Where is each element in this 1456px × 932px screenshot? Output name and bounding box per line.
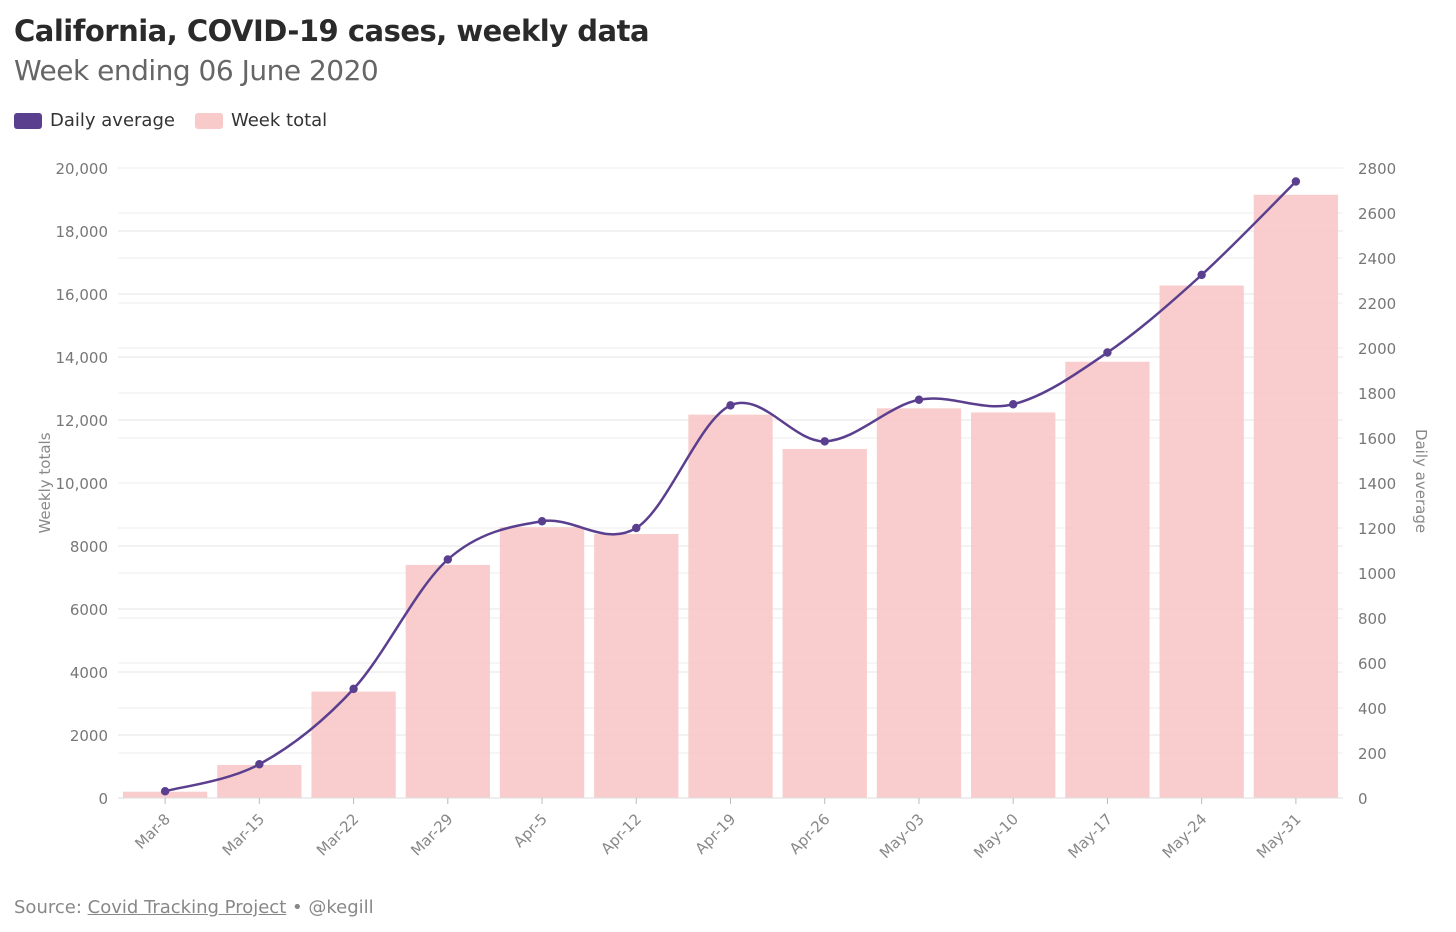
x-tick-label: May-31 <box>1253 810 1305 862</box>
point-daily-average <box>1197 270 1206 280</box>
bar-week-total <box>594 534 679 798</box>
bar-week-total <box>876 408 962 798</box>
y-tick-label: 10,000 <box>56 475 109 493</box>
x-tick-label: Mar-15 <box>219 810 268 859</box>
legend-label-daily-average: Daily average <box>50 110 175 131</box>
bar-week-total <box>217 764 302 798</box>
source-prefix: Source: <box>14 897 82 918</box>
source-footer: Source: Covid Tracking Project • @kegill <box>14 897 374 918</box>
y2-tick-label: 600 <box>1358 655 1387 673</box>
y2-tick-label: 2200 <box>1358 295 1396 313</box>
y-tick-label: 14,000 <box>56 349 109 367</box>
y2-tick-label: 1800 <box>1358 385 1396 403</box>
y-tick-label: 12,000 <box>56 412 109 430</box>
y2-tick-label: 200 <box>1358 745 1387 763</box>
y2-tick-label: 800 <box>1358 610 1387 628</box>
bar-week-total <box>311 691 396 798</box>
y-tick-label: 0 <box>98 790 108 808</box>
bar-week-total <box>782 448 867 798</box>
x-tick-label: May-03 <box>876 810 928 862</box>
x-tick-label: May-24 <box>1159 810 1211 862</box>
legend-item-daily-average: Daily average <box>14 110 175 131</box>
y-tick-label: 18,000 <box>56 223 109 241</box>
legend-swatch-line <box>14 112 42 129</box>
bar-week-total <box>688 414 773 798</box>
y2-tick-label: 1600 <box>1358 430 1396 448</box>
source-link[interactable]: Covid Tracking Project <box>87 897 287 918</box>
point-daily-average <box>820 437 829 446</box>
y2-tick-label: 2000 <box>1358 340 1396 358</box>
legend: Daily average Week total <box>14 110 347 131</box>
point-daily-average <box>632 523 641 533</box>
y2-tick-label: 1000 <box>1358 565 1396 583</box>
x-tick-label: Apr-26 <box>786 810 834 858</box>
point-daily-average <box>160 787 170 796</box>
source-separator: • <box>291 897 303 918</box>
y2-tick-label: 2800 <box>1358 160 1396 178</box>
legend-label-week-total: Week total <box>230 110 328 131</box>
y2-tick-label: 400 <box>1358 700 1387 718</box>
y2-axis-title: Daily average <box>1412 429 1430 533</box>
x-tick-label: Mar-22 <box>313 810 362 859</box>
point-daily-average <box>443 555 453 564</box>
x-tick-label: Apr-12 <box>597 810 645 858</box>
x-tick-label: Mar-29 <box>407 810 456 859</box>
point-daily-average <box>1008 400 1018 409</box>
y-tick-label: 16,000 <box>56 286 109 304</box>
bar-week-total <box>1253 194 1339 798</box>
x-tick-label: Mar-8 <box>131 810 174 853</box>
chart-title: California, COVID-19 cases, weekly data <box>14 14 650 48</box>
point-daily-average <box>914 395 924 404</box>
y2-tick-label: 0 <box>1358 790 1368 808</box>
bar-week-total <box>971 412 1056 798</box>
source-handle: @kegill <box>308 897 374 918</box>
point-daily-average <box>1103 348 1112 357</box>
y-tick-label: 4000 <box>70 664 108 682</box>
point-daily-average <box>255 760 264 769</box>
y-axis-title: Weekly totals <box>36 432 54 533</box>
legend-item-week-total: Week total <box>194 110 328 131</box>
bar-week-total <box>1065 361 1150 798</box>
y2-tick-label: 1200 <box>1358 520 1396 538</box>
x-tick-label: Apr-5 <box>510 810 551 851</box>
x-tick-label: May-10 <box>970 810 1022 862</box>
point-daily-average <box>726 401 735 410</box>
point-daily-average <box>537 517 547 526</box>
y-tick-label: 2000 <box>70 727 108 745</box>
bar-week-total <box>499 527 585 798</box>
y-tick-label: 6000 <box>70 601 108 619</box>
y2-tick-label: 1400 <box>1358 475 1396 493</box>
y-tick-label: 8000 <box>70 538 108 556</box>
x-tick-label: May-17 <box>1064 810 1116 862</box>
chart-subtitle: Week ending 06 June 2020 <box>14 54 379 87</box>
y2-tick-label: 2600 <box>1358 205 1396 223</box>
point-daily-average <box>349 684 358 694</box>
y2-tick-label: 2400 <box>1358 250 1396 268</box>
y-tick-label: 20,000 <box>56 160 109 178</box>
legend-swatch-bar <box>194 112 223 129</box>
point-daily-average <box>1291 177 1301 186</box>
x-tick-label: Apr-19 <box>692 810 740 858</box>
bar-week-total <box>405 564 490 798</box>
bar-week-total <box>1159 285 1244 798</box>
